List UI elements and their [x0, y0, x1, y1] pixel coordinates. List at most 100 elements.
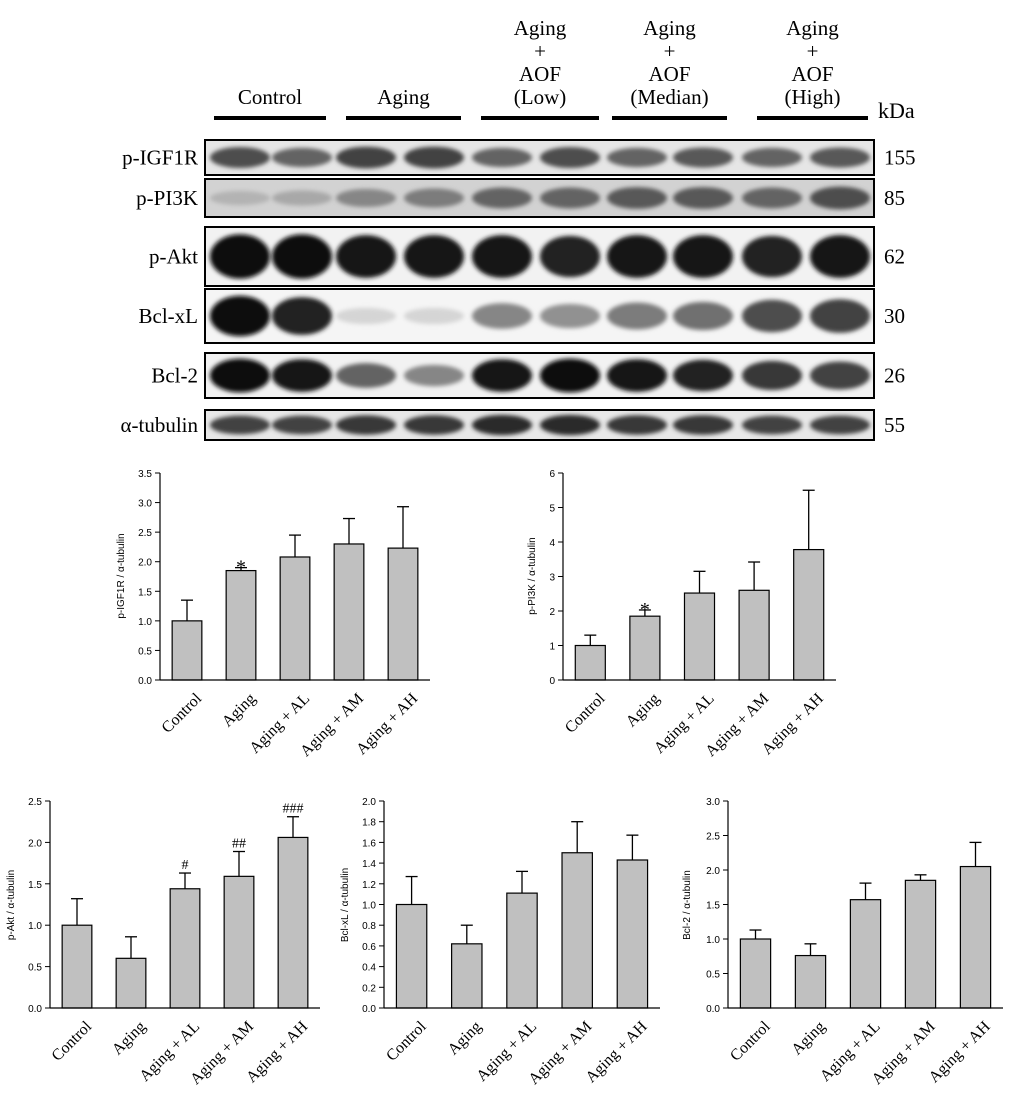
- blot-band: [210, 295, 270, 337]
- y-tick-label: 0.0: [706, 1004, 720, 1015]
- bar: [904, 879, 937, 1009]
- x-tick-label: Aging: [788, 1018, 828, 1058]
- blot-band: [810, 147, 870, 168]
- y-tick-label: 1.8: [362, 818, 376, 829]
- y-tick-label: 0.5: [138, 646, 152, 657]
- kda-value: 30: [884, 304, 905, 328]
- blot-band: [810, 235, 870, 278]
- y-tick-label: 1.5: [138, 587, 152, 598]
- bar: [574, 644, 606, 681]
- y-tick-label: 6: [549, 469, 555, 480]
- x-tick-label: Control: [159, 690, 206, 737]
- bar: [61, 924, 93, 1009]
- bar: [171, 620, 203, 681]
- bar: [616, 859, 649, 1009]
- bar: [738, 589, 770, 681]
- group-label: (Median): [630, 85, 708, 109]
- blot-band: [404, 364, 464, 387]
- blot-band: [607, 187, 667, 209]
- x-tick-label: Aging: [623, 690, 663, 730]
- group-label: +: [534, 39, 546, 63]
- bar: [225, 569, 257, 681]
- blot-band: [472, 414, 532, 436]
- bar: [115, 957, 147, 1009]
- kda-label: kDa: [878, 98, 915, 123]
- blot-band: [272, 234, 332, 279]
- y-tick-label: 0.0: [28, 1004, 42, 1015]
- group-label: Aging: [643, 16, 696, 40]
- bar: [279, 556, 311, 681]
- western-blot-panel: Control AgingAging+AOF(Low)Aging+AOF(Medi…: [121, 16, 916, 441]
- blot-band: [336, 235, 396, 278]
- bar: [739, 938, 772, 1009]
- y-tick-label: 2.0: [706, 866, 720, 877]
- y-tick-label: 0.5: [28, 963, 42, 974]
- blot-band: [540, 235, 600, 278]
- blot-band: [472, 359, 532, 392]
- blot-band: [742, 187, 802, 209]
- blot-band: [404, 415, 464, 435]
- bar: [387, 547, 419, 681]
- y-tick-label: 2.5: [138, 528, 152, 539]
- x-tick-label: Control: [562, 690, 609, 737]
- blot-band: [336, 307, 396, 325]
- y-tick-label: 0.2: [362, 983, 376, 994]
- blot-band: [272, 359, 332, 392]
- significance-label: ##: [232, 837, 246, 852]
- blot-band: [272, 297, 332, 335]
- y-axis-label: Bcl-xL / α-tubulin: [340, 868, 351, 942]
- group-label: Aging: [786, 16, 839, 40]
- blot-band: [742, 415, 802, 435]
- y-tick-label: 1.6: [362, 838, 376, 849]
- group-label: AOF: [648, 62, 690, 86]
- blot-band: [210, 234, 270, 279]
- y-tick-label: 2.5: [706, 832, 720, 843]
- blot-band: [336, 415, 396, 435]
- y-tick-label: 0.4: [362, 963, 376, 974]
- blot-band: [472, 187, 532, 209]
- blot-band: [404, 307, 464, 325]
- blot-band: [607, 147, 667, 168]
- y-tick-label: 1.4: [362, 859, 376, 870]
- significance-label: #: [182, 858, 189, 873]
- blot-band: [472, 235, 532, 278]
- blot-band: [472, 303, 532, 329]
- blot-row-label: p-PI3K: [136, 186, 198, 210]
- group-label: +: [807, 39, 819, 63]
- blot-band: [472, 147, 532, 168]
- kda-value: 26: [884, 364, 905, 388]
- blot-band: [540, 147, 600, 168]
- bar: [794, 954, 827, 1009]
- group-label: AOF: [519, 62, 561, 86]
- y-tick-label: 4: [549, 538, 555, 549]
- y-tick-label: 0.6: [362, 942, 376, 953]
- blot-band: [673, 147, 733, 168]
- blot-row-label: p-IGF1R: [122, 146, 198, 170]
- blot-band: [404, 188, 464, 208]
- blot-band: [272, 147, 332, 168]
- blot-band: [540, 358, 600, 393]
- x-tick-label: Control: [383, 1018, 430, 1065]
- kda-value: 155: [884, 146, 916, 170]
- kda-value: 85: [884, 186, 905, 210]
- y-tick-label: 0.5: [706, 970, 720, 981]
- bar: [277, 836, 309, 1009]
- bar: [629, 615, 661, 681]
- y-tick-label: 2: [549, 607, 555, 618]
- y-tick-label: 1.5: [28, 880, 42, 891]
- kda-value: 55: [884, 413, 905, 437]
- blot-band: [673, 359, 733, 392]
- bar-charts-panel: 0.0 0.5 1.0 1.5 2.0 2.5 3.0 3.5 Control * Aging Agi…: [6, 469, 1003, 1088]
- blot-band: [742, 299, 802, 333]
- y-tick-label: 0.8: [362, 921, 376, 932]
- x-tick-label: Aging: [445, 1018, 485, 1058]
- significance-label: ###: [283, 802, 304, 817]
- y-tick-label: 3.0: [138, 499, 152, 510]
- group-label: (High): [785, 85, 841, 109]
- blot-band: [272, 190, 332, 206]
- blot-band: [607, 359, 667, 392]
- group-label: (Low): [514, 85, 566, 109]
- blot-band: [810, 186, 870, 210]
- blot-band: [540, 414, 600, 436]
